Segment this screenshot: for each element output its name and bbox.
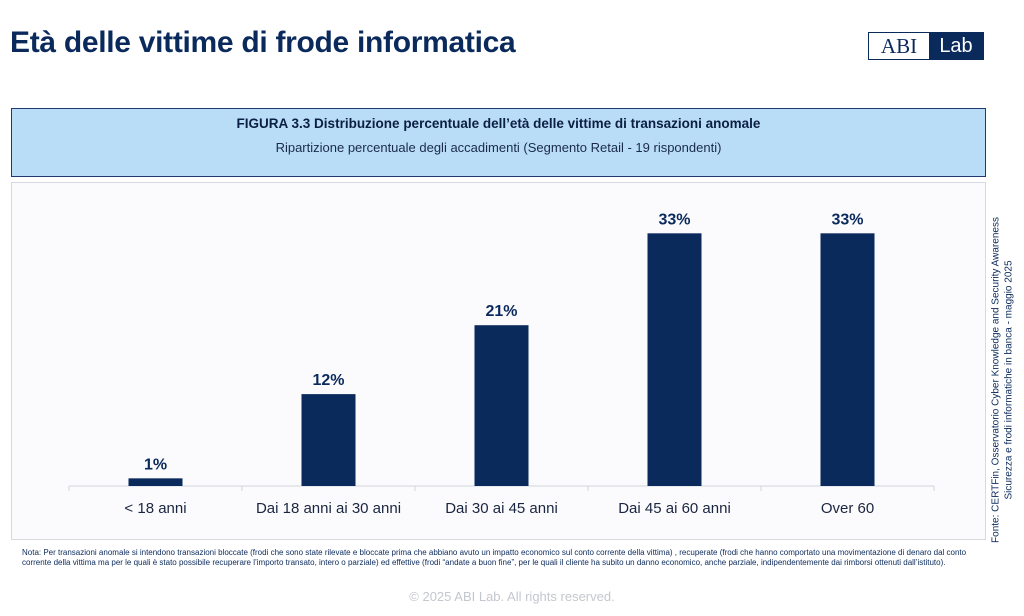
bar-value-label: 12% — [312, 372, 344, 389]
page-title: Età delle vittime di frode informatica — [10, 26, 516, 59]
logo-abi-text: ABI — [869, 33, 929, 59]
chart-panel: 1% < 18 anni 12% Dai 18 anni ai 30 anni 21% D… — [11, 182, 986, 540]
x-tick-label: Dai 18 anni ai 30 anni — [256, 500, 401, 517]
footnote: Nota: Per transazioni anomale si intendo… — [22, 548, 967, 567]
source-line-1: Fonte: CERTFin, Osservatorio Cyber Knowl… — [990, 217, 1002, 543]
abi-lab-logo: ABI Lab — [868, 32, 984, 60]
bar — [647, 233, 702, 486]
bar — [301, 394, 356, 486]
x-tick-label: Dai 30 ai 45 anni — [445, 500, 558, 517]
figure-title: FIGURA 3.3 Distribuzione percentuale del… — [236, 116, 761, 131]
x-tick-label: Dai 45 ai 60 anni — [618, 500, 731, 517]
copyright: © 2025 ABI Lab. All rights reserved. — [409, 589, 615, 604]
x-tick-label: Over 60 — [821, 500, 874, 517]
bar-chart: 1% < 18 anni 12% Dai 18 anni ai 30 anni 21% D… — [68, 211, 935, 517]
bar-value-label: 1% — [144, 456, 167, 473]
bar-value-label: 33% — [658, 211, 690, 228]
figure-header: FIGURA 3.3 Distribuzione percentuale del… — [11, 108, 986, 177]
figure-subtitle: Ripartizione percentuale degli accadimen… — [275, 140, 722, 155]
source-line-2: Sicurezza e frodi informatiche in banca … — [1003, 260, 1014, 500]
bar — [820, 233, 875, 486]
bar-value-label: 21% — [485, 303, 517, 320]
bar-value-label: 33% — [831, 211, 863, 228]
x-tick-label: < 18 anni — [124, 500, 186, 517]
source-citation: Fonte: CERTFin, Osservatorio Cyber Knowl… — [991, 215, 1016, 545]
bar — [128, 478, 183, 486]
logo-lab-text: Lab — [929, 33, 983, 59]
bar — [474, 325, 529, 486]
